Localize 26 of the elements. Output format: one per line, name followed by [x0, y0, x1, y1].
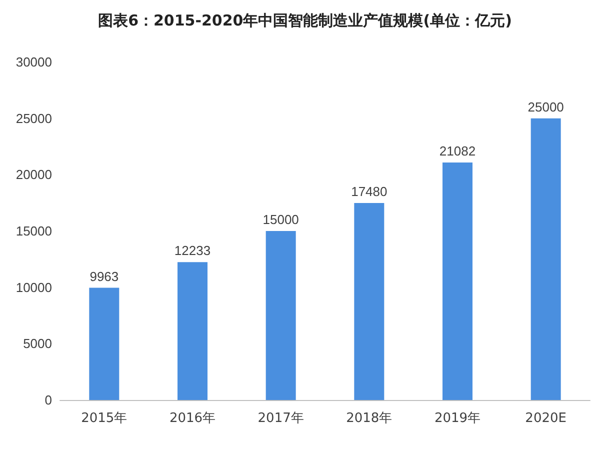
y-tick-label: 20000: [16, 167, 52, 182]
data-label: 17480: [351, 184, 388, 200]
bar: [89, 288, 120, 400]
y-tick-label: 25000: [16, 110, 52, 126]
x-tick-label: 2016年: [169, 411, 216, 426]
x-tick-label: 2017年: [258, 411, 304, 426]
bar: [266, 231, 296, 400]
bar: [530, 118, 561, 400]
y-tick-label: 0: [44, 392, 52, 408]
data-label: 15000: [262, 212, 299, 227]
chart-title: 图表6：2015-2020年中国智能制造业产值规模(单位：亿元): [98, 12, 512, 30]
x-tick-label: 2018年: [346, 411, 392, 426]
bar: [178, 262, 208, 400]
x-tick-label: 2015年: [81, 411, 128, 426]
x-tick-label: 2020E: [525, 411, 566, 426]
y-tick-label: 30000: [16, 54, 52, 70]
bar: [354, 203, 384, 400]
y-tick-label: 15000: [16, 224, 52, 238]
data-label: 25000: [528, 99, 564, 114]
y-tick-label: 5000: [23, 336, 52, 352]
x-tick-label: 2019年: [434, 411, 481, 426]
bar: [442, 162, 472, 400]
y-tick-label: 10000: [16, 280, 52, 295]
data-label: 9963: [90, 268, 119, 284]
data-label: 12233: [174, 243, 211, 258]
data-label: 21082: [439, 143, 476, 158]
